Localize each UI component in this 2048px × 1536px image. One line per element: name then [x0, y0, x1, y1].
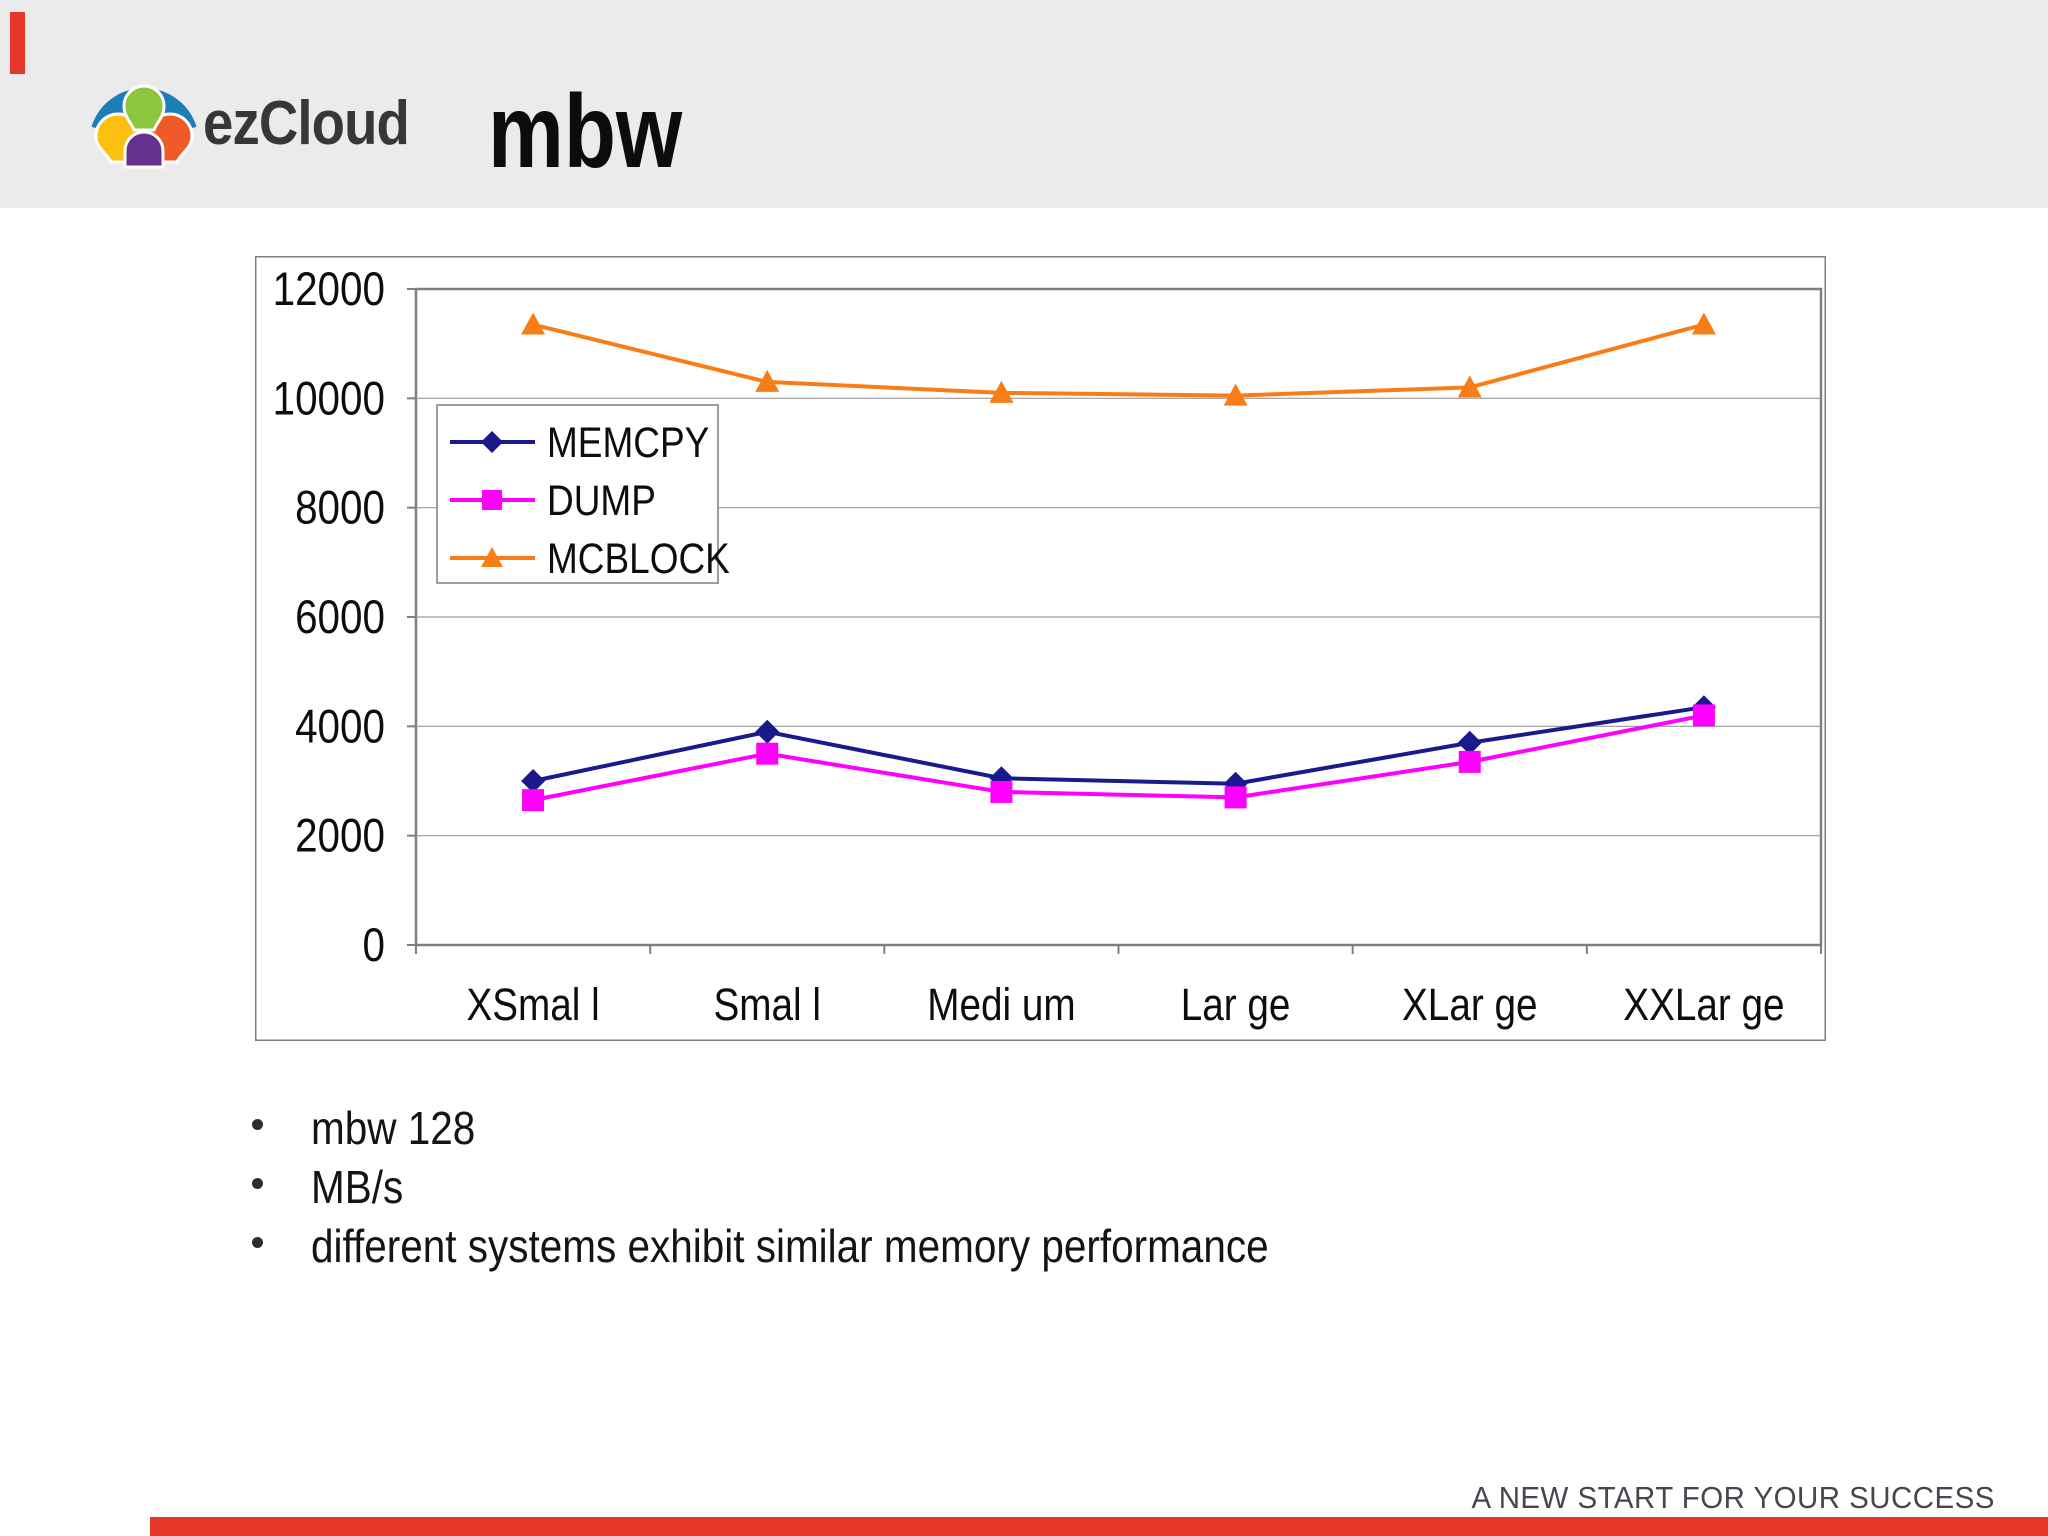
- bullet-item: MB/s: [252, 1159, 1399, 1218]
- triangle-marker: [1457, 375, 1482, 398]
- diamond-marker: [755, 719, 780, 744]
- square-marker: [482, 490, 502, 510]
- legend-label: MCBLOCK: [547, 535, 730, 582]
- x-axis-label: XLar ge: [1402, 979, 1538, 1029]
- accent-bar-bottom: [150, 1517, 2048, 1536]
- y-axis-label: 0: [363, 919, 385, 972]
- triangle-marker: [1691, 312, 1716, 335]
- x-axis-label: Lar ge: [1181, 979, 1291, 1029]
- triangle-marker: [755, 369, 780, 392]
- square-marker: [1692, 704, 1715, 727]
- bullet-text: mbw 128: [311, 1102, 476, 1154]
- bullet-dot: [252, 1119, 263, 1130]
- series-line-memcpy: [532, 705, 1705, 786]
- bullet-list: mbw 128 MB/s different systems exhibit s…: [252, 1100, 1399, 1277]
- bullet-dot: [252, 1178, 263, 1189]
- footer-tagline: A NEW START FOR YOUR SUCCESS: [1471, 1480, 1995, 1515]
- accent-bar-top-left: [10, 12, 25, 74]
- square-marker: [522, 789, 545, 812]
- y-axis-label: 4000: [295, 701, 385, 754]
- ezcloud-logo: [91, 84, 197, 169]
- x-axis-label: Medi um: [927, 979, 1075, 1029]
- y-axis-label: 12000: [273, 263, 385, 316]
- legend-label: DUMP: [547, 477, 656, 524]
- bullet-text: different systems exhibit similar memory…: [311, 1220, 1269, 1272]
- triangle-marker: [989, 380, 1014, 403]
- logo-balloon-green: [122, 84, 166, 132]
- square-marker: [990, 780, 1013, 803]
- logo-balloon-purple: [123, 130, 165, 169]
- page-title: mbw: [488, 74, 683, 190]
- series-line-mcblock: [532, 322, 1705, 398]
- square-marker: [756, 742, 779, 765]
- mbw-chart: 0 2000 4000 6000 8000 10000 12000 XSmal l Smal l…: [255, 256, 1830, 1041]
- brand-text: ezCloud: [203, 89, 410, 158]
- y-axis-label: 6000: [295, 591, 385, 644]
- square-marker: [1224, 786, 1247, 809]
- x-axis-label: Smal l: [714, 979, 821, 1029]
- y-axis-label: 10000: [273, 373, 385, 426]
- x-axis-label: XSmal l: [466, 979, 599, 1029]
- bullet-dot: [252, 1237, 263, 1248]
- chart-canvas: 0 2000 4000 6000 8000 10000 12000 XSmal l Smal l…: [255, 256, 1826, 1041]
- bullet-item: mbw 128: [252, 1100, 1399, 1159]
- bullet-item: different systems exhibit similar memory…: [252, 1218, 1399, 1277]
- bullet-text: MB/s: [311, 1161, 404, 1213]
- diamond-marker: [1457, 730, 1482, 755]
- diamond-marker: [521, 769, 546, 793]
- triangle-marker: [481, 547, 503, 567]
- y-axis-label: 8000: [295, 482, 385, 535]
- diamond-marker: [481, 431, 503, 453]
- y-axis-label: 2000: [295, 810, 385, 863]
- triangle-marker: [1223, 383, 1248, 406]
- triangle-marker: [521, 312, 546, 335]
- x-axis-label: XXLar ge: [1623, 979, 1784, 1029]
- square-marker: [1458, 750, 1481, 773]
- legend-label: MEMCPY: [547, 419, 709, 466]
- series-line-dump: [532, 713, 1705, 803]
- header-band: [0, 0, 2048, 208]
